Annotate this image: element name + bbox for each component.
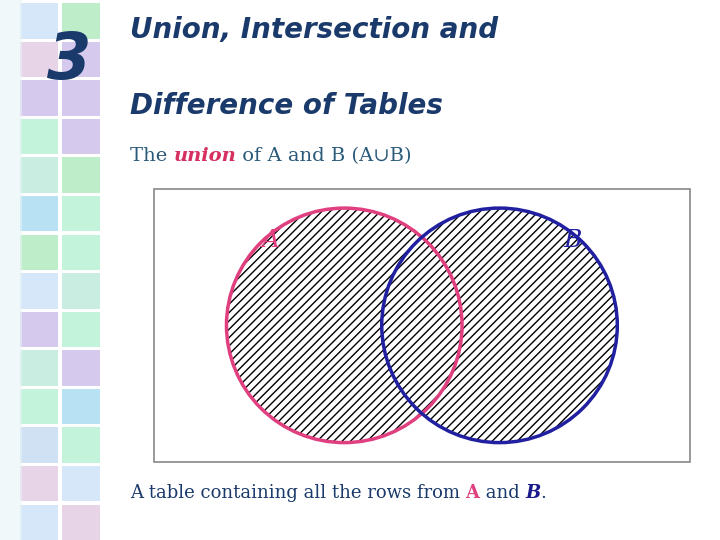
Ellipse shape: [227, 208, 462, 443]
Text: of A and B (A∪B): of A and B (A∪B): [236, 147, 412, 165]
Bar: [62, 42, 99, 77]
Bar: [20, 427, 58, 463]
Bar: [62, 157, 99, 193]
Bar: [62, 196, 99, 232]
Bar: [62, 427, 99, 463]
Bar: [20, 466, 58, 502]
Bar: [20, 312, 58, 347]
Bar: [20, 389, 58, 424]
Text: and: and: [480, 484, 525, 502]
Text: B: B: [525, 484, 540, 502]
Bar: [62, 3, 99, 38]
Bar: [20, 42, 58, 77]
Bar: [20, 196, 58, 232]
Text: Difference of Tables: Difference of Tables: [130, 92, 443, 120]
Text: A: A: [262, 230, 280, 252]
Text: A table containing all the rows from: A table containing all the rows from: [130, 484, 466, 502]
Bar: [20, 80, 58, 116]
Bar: [154, 189, 690, 462]
Text: Union, Intersection and: Union, Intersection and: [130, 16, 498, 44]
Text: A: A: [466, 484, 480, 502]
Bar: [62, 80, 99, 116]
Bar: [62, 389, 99, 424]
Bar: [20, 119, 58, 154]
Bar: [20, 234, 58, 270]
Bar: [62, 119, 99, 154]
Bar: [62, 504, 99, 540]
Bar: [20, 504, 58, 540]
Bar: [62, 350, 99, 386]
Bar: [62, 312, 99, 347]
Text: The: The: [130, 147, 174, 165]
Bar: [62, 273, 99, 308]
Text: B: B: [563, 230, 582, 252]
Bar: [20, 157, 58, 193]
Bar: [20, 273, 58, 308]
Bar: [20, 350, 58, 386]
Bar: [20, 3, 58, 38]
Text: .: .: [540, 484, 546, 502]
Bar: [62, 234, 99, 270]
Text: union: union: [174, 147, 236, 165]
Bar: [62, 466, 99, 502]
Ellipse shape: [382, 208, 617, 443]
Bar: [0, 0, 22, 540]
Text: 3: 3: [47, 30, 91, 92]
